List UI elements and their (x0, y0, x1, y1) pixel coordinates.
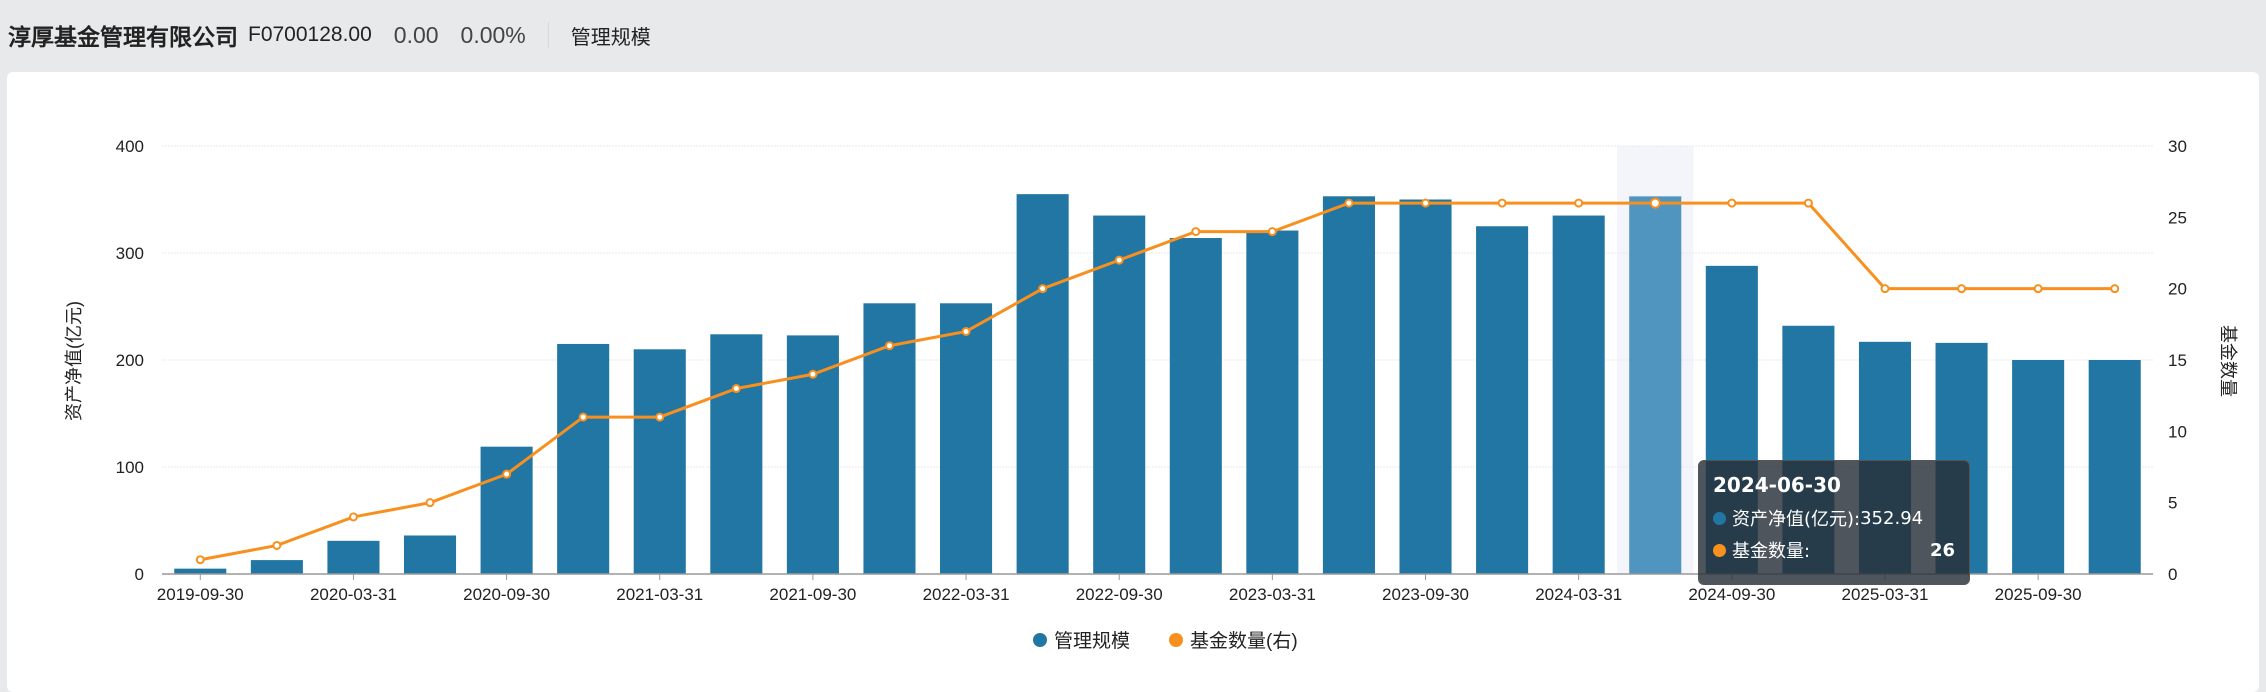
tooltip-row-nav: 资产净值(亿元): 352.94 (1713, 505, 1955, 531)
line-point (1803, 198, 1813, 208)
line-point (1957, 284, 1967, 294)
line-point (1727, 198, 1737, 208)
line-point (731, 384, 741, 394)
line-point (1038, 284, 1048, 294)
bar (2012, 360, 2065, 574)
legend-marker-icon[interactable] (1033, 633, 1047, 647)
line-point (578, 412, 588, 422)
x-tick-label: 2025-03-31 (1841, 585, 1928, 604)
line-point (655, 412, 665, 422)
header-bar: 淳厚基金管理有限公司 F0700128.00 0.00 0.00% 管理规模 (0, 0, 2266, 70)
bar (633, 349, 686, 574)
count-line (200, 201, 2115, 562)
y-right-tick-label: 30 (2168, 137, 2187, 156)
line-point (1649, 197, 1661, 209)
bar (327, 540, 380, 574)
tooltip-value: 352.94 (1860, 507, 1924, 529)
series-dot-icon (1713, 511, 1726, 525)
y-right-tick-label: 5 (2168, 494, 2177, 513)
y-right-tick-label: 20 (2168, 280, 2187, 299)
bar (1169, 238, 1222, 574)
y-right-tick-label: 15 (2168, 351, 2187, 370)
tooltip: 2024-06-30 资产净值(亿元): 352.94 基金数量: 26 (1698, 460, 1970, 585)
line-point (1344, 198, 1354, 208)
y-tick-label: 100 (116, 458, 144, 477)
line-point (1574, 198, 1584, 208)
series-dot-icon (1713, 543, 1726, 557)
tooltip-value: 26 (1929, 539, 1955, 561)
y-right-axis-title: 基金数量 (2218, 325, 2238, 397)
line-point (1267, 227, 1277, 237)
tooltip-row-count: 基金数量: 26 (1713, 537, 1955, 563)
bar (1399, 199, 1452, 574)
bar (1016, 194, 1069, 574)
y-tick-label: 300 (116, 244, 144, 263)
line-point (272, 540, 282, 550)
line-point (1880, 284, 1890, 294)
bar (250, 560, 303, 574)
bar (557, 343, 610, 574)
legend-marker-icon[interactable] (1169, 633, 1183, 647)
bar (1476, 226, 1529, 574)
y-tick-label: 0 (135, 565, 144, 584)
tooltip-label: 基金数量: (1732, 541, 1811, 562)
y-right-tick-label: 25 (2168, 208, 2187, 227)
y-axis-title: 资产净值(亿元) (64, 301, 84, 421)
line-point (2110, 284, 2120, 294)
line-point (348, 512, 358, 522)
bar (1552, 215, 1605, 575)
line-point (1191, 227, 1201, 237)
bar (403, 535, 457, 574)
x-tick-label: 2022-09-30 (1076, 585, 1163, 604)
y-tick-label: 200 (116, 351, 144, 370)
line-point (961, 326, 971, 336)
bar (1629, 196, 1682, 575)
x-tick-label: 2019-09-30 (157, 585, 244, 604)
x-tick-label: 2024-03-31 (1535, 585, 1622, 604)
x-tick-label: 2020-03-31 (310, 585, 397, 604)
change-percent: 0.00% (460, 21, 526, 48)
tooltip-date: 2024-06-30 (1713, 473, 1841, 497)
fund-code: F0700128.00 (248, 23, 372, 46)
x-tick-label: 2022-03-31 (923, 585, 1010, 604)
company-name: 淳厚基金管理有限公司 (8, 25, 238, 51)
x-tick-label: 2024-09-30 (1688, 585, 1775, 604)
line-point (502, 469, 512, 479)
line-point (808, 369, 818, 379)
bar (174, 568, 227, 574)
bar (940, 303, 993, 574)
line-point (425, 498, 435, 508)
line-point (1114, 255, 1124, 265)
line-point (2033, 284, 2043, 294)
bar (710, 334, 763, 574)
divider (547, 22, 549, 48)
x-tick-label: 2023-03-31 (1229, 585, 1316, 604)
tab-management-scale[interactable]: 管理规模 (570, 24, 651, 49)
y-tick-label: 400 (116, 137, 144, 156)
bar (480, 446, 533, 574)
bar (1246, 230, 1299, 574)
line-point (1421, 198, 1431, 208)
x-tick-label: 2021-03-31 (616, 585, 703, 604)
x-tick-label: 2025-09-30 (1995, 585, 2082, 604)
y-right-tick-label: 10 (2168, 422, 2187, 441)
x-tick-label: 2020-09-30 (463, 585, 550, 604)
x-tick-label: 2021-09-30 (769, 585, 856, 604)
legend-item[interactable]: 基金数量(右) (1190, 630, 1298, 652)
line-point (884, 341, 894, 351)
bar (1322, 196, 1375, 575)
tooltip-label: 资产净值(亿元): (1732, 509, 1861, 530)
change-value: 0.00 (393, 21, 439, 48)
legend-item[interactable]: 管理规模 (1054, 630, 1130, 652)
y-right-tick-label: 0 (2168, 565, 2177, 584)
x-tick-label: 2023-09-30 (1382, 585, 1469, 604)
bar (1093, 215, 1146, 575)
line-point (195, 555, 205, 565)
line-point (1497, 198, 1507, 208)
bar (2088, 360, 2141, 574)
